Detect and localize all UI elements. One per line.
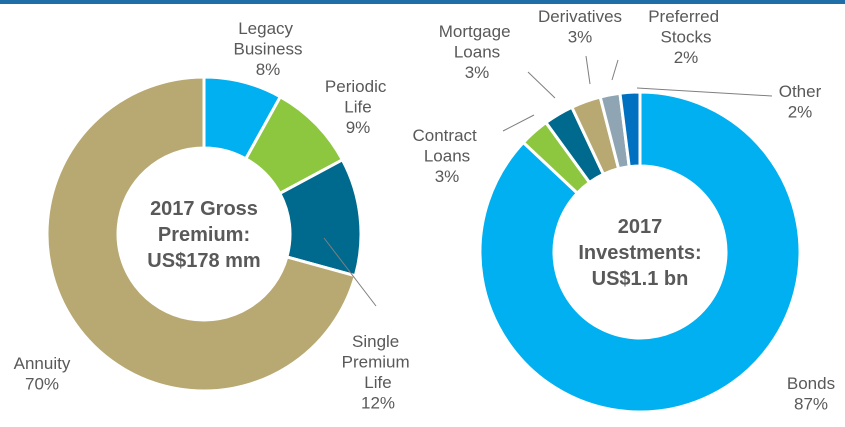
segment-label: Single Premium Life <box>342 332 415 392</box>
segment-label: Annuity <box>14 354 71 373</box>
leader-line <box>527 71 556 99</box>
segment-value-label: 3% <box>568 28 593 47</box>
segment-value-label: 2% <box>674 48 699 67</box>
segment-value-label: 3% <box>465 63 490 82</box>
donut-segment <box>45 75 358 393</box>
leader-line <box>585 55 591 85</box>
segment-value-label: 8% <box>256 60 281 79</box>
leader-line <box>323 237 377 307</box>
segment-value-label: 70% <box>25 375 59 394</box>
center-title: 2017 <box>618 216 663 238</box>
center-title: US$1.1 bn <box>592 268 689 290</box>
segment-label: Preferred Stocks <box>648 7 724 47</box>
segment-label: Contract Loans <box>413 126 482 166</box>
leader-line <box>611 59 619 81</box>
segment-value-label: 12% <box>361 394 395 413</box>
leader-line <box>502 114 535 132</box>
segment-value-label: 87% <box>794 395 828 414</box>
top-rule <box>0 0 845 4</box>
segment-label: Derivatives <box>538 7 622 26</box>
segment-label: Periodic Life <box>325 77 391 117</box>
segment-value-label: 2% <box>788 103 813 122</box>
segment-value-label: 3% <box>435 167 460 186</box>
center-title: Premium: <box>158 224 250 246</box>
center-title: Investments: <box>578 242 701 264</box>
segment-label: Legacy Business <box>234 19 303 59</box>
leader-line <box>636 87 773 97</box>
center-title: US$178 mm <box>147 250 260 272</box>
segment-label: Other <box>779 82 822 101</box>
segment-label: Mortgage Loans <box>439 22 516 62</box>
segment-value-label: 9% <box>346 118 371 137</box>
donut-segment <box>618 90 642 169</box>
donut-segment <box>478 90 802 414</box>
center-title: 2017 Gross <box>150 198 258 220</box>
segment-label: Bonds <box>787 374 835 393</box>
